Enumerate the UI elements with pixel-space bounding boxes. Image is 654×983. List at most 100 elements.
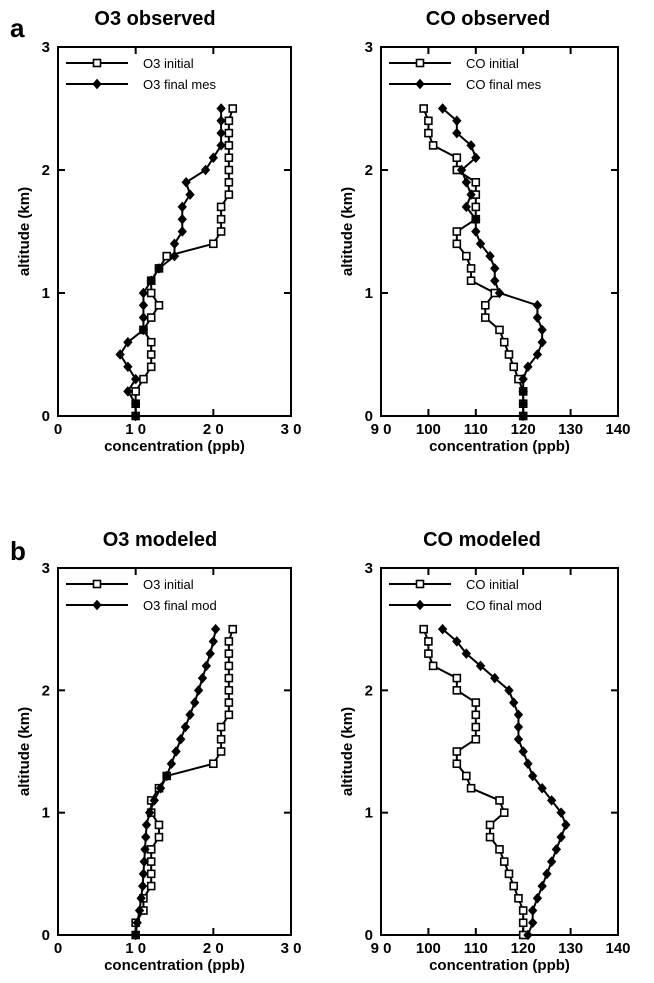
data-point (475, 660, 486, 672)
x-tick-label: 3 0 (281, 940, 302, 957)
x-tick-label: 1 0 (125, 940, 146, 957)
data-point (537, 880, 547, 892)
data-point (134, 905, 145, 916)
x-tick-label: 120 (511, 421, 536, 438)
data-point (528, 905, 538, 916)
data-point (209, 239, 218, 249)
data-point (224, 673, 234, 683)
data-point (224, 698, 234, 707)
data-point (200, 164, 211, 176)
data-point (518, 398, 528, 409)
data-point (495, 845, 504, 854)
y-tick-label: 0 (42, 408, 50, 425)
data-point (154, 832, 164, 842)
x-tick-label: 140 (605, 421, 630, 438)
data-point (146, 350, 156, 359)
data-point (523, 361, 533, 373)
legend-entry: CO initial (466, 577, 519, 592)
legend-marker (92, 78, 102, 90)
y-tick-label: 0 (42, 927, 50, 944)
data-point (181, 177, 191, 188)
data-point (166, 758, 177, 769)
data-point (419, 624, 428, 634)
legend-entry: CO initial (466, 56, 519, 71)
data-point (485, 832, 495, 842)
data-point (138, 324, 149, 336)
chart-4: CO modeled 9 0 100 110 120 130 140 0 1 2 3 concentr… (339, 529, 631, 974)
data-point (556, 831, 566, 843)
data-point (138, 312, 149, 323)
data-point (154, 300, 164, 310)
data-point (141, 819, 152, 831)
series-1 (131, 624, 238, 940)
y-tick-label: 1 (365, 805, 373, 822)
data-point (499, 808, 509, 817)
legend: CO initial CO final mod (389, 577, 542, 613)
data-point (480, 313, 490, 322)
data-point (154, 820, 164, 830)
data-point (518, 746, 528, 757)
data-point (216, 722, 226, 732)
data-point (224, 686, 234, 695)
data-point (146, 288, 156, 298)
data-point (466, 189, 476, 200)
data-point (509, 881, 519, 891)
legend-marker (415, 58, 425, 68)
x-tick-label: 1 0 (125, 421, 146, 438)
x-tick-label: 140 (605, 940, 630, 957)
data-point (485, 250, 495, 262)
data-point (462, 771, 471, 781)
series-1 (131, 104, 238, 421)
data-point (216, 747, 226, 756)
data-point (224, 190, 234, 199)
data-point (490, 275, 500, 286)
data-point (523, 929, 533, 941)
data-point (224, 116, 234, 126)
legend-entry: CO final mes (466, 77, 542, 92)
series-2 (115, 103, 226, 422)
x-tick-label: 110 (464, 421, 488, 438)
data-point (140, 844, 150, 855)
series-2 (130, 623, 221, 941)
data-point (131, 387, 140, 396)
data-point (561, 819, 571, 831)
legend-entry: O3 initial (143, 56, 194, 71)
legend-marker (92, 579, 102, 589)
data-point (424, 128, 433, 138)
x-axis-label: concentration (ppb) (429, 957, 570, 974)
data-point (532, 349, 543, 360)
data-point (205, 648, 215, 659)
data-point (452, 153, 462, 162)
data-point (428, 661, 438, 671)
data-point (466, 264, 476, 273)
plot-frame (57, 567, 292, 936)
y-tick-label: 3 (42, 39, 50, 56)
data-point (471, 202, 481, 212)
data-point (504, 869, 514, 879)
data-point (197, 672, 208, 684)
data-point (537, 782, 547, 794)
series-2 (437, 103, 547, 422)
data-point (155, 782, 166, 794)
data-point (452, 686, 462, 695)
data-point (149, 795, 159, 806)
data-point (518, 410, 528, 422)
data-point (208, 636, 219, 647)
data-point (419, 104, 428, 113)
legend-entry: O3 final mes (143, 77, 216, 92)
y-tick-label: 2 (365, 682, 373, 699)
data-point (141, 831, 151, 843)
x-tick-label: 110 (464, 940, 488, 957)
data-point (452, 747, 462, 756)
data-point (224, 153, 234, 162)
data-point (224, 637, 234, 646)
y-axis-label: altitude (km) (339, 187, 356, 276)
x-tick-label: 100 (416, 421, 441, 438)
data-point (461, 648, 471, 659)
chart-3: O3 modeled 0 1 0 2 0 3 0 0 1 2 3 concentration (p… (16, 529, 301, 974)
x-tick-label: 130 (558, 940, 583, 957)
data-point (209, 759, 218, 769)
data-point (509, 697, 519, 708)
x-tick-label: 9 0 (371, 421, 392, 438)
data-point (513, 721, 524, 733)
